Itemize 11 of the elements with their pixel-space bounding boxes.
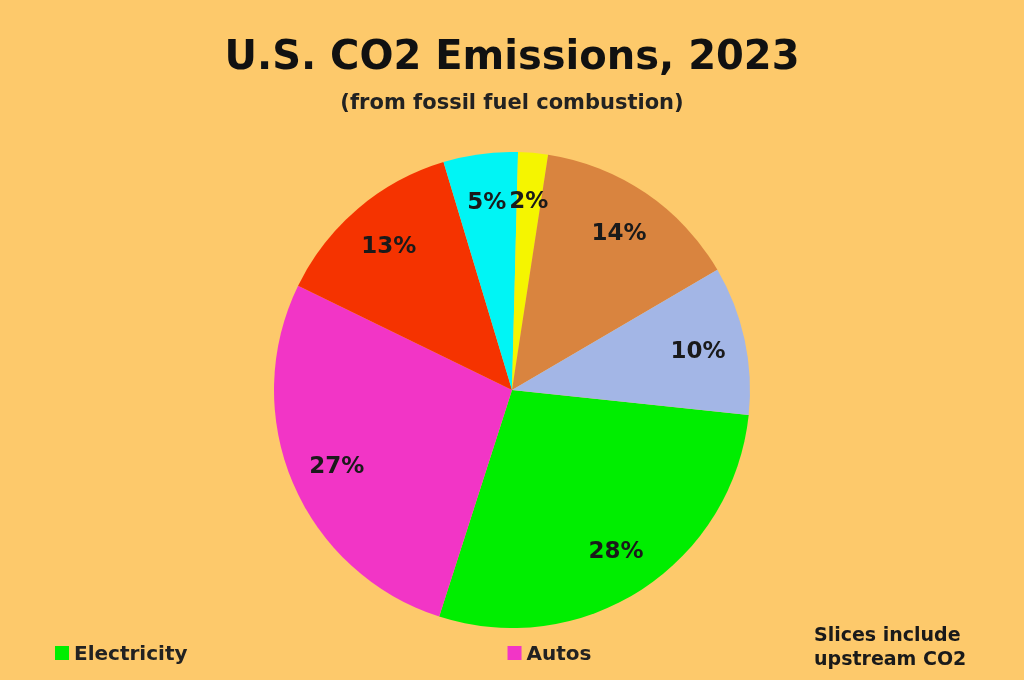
data-label: 5% xyxy=(467,188,507,215)
legend-label: Electricity xyxy=(74,641,188,665)
text: Slices include upstream CO2 xyxy=(814,623,968,669)
chart-subtitle: (from fossil fuel combustion) xyxy=(340,89,684,114)
legend-label: Autos xyxy=(526,641,592,665)
data-label: 27% xyxy=(309,451,365,478)
chart-title: U.S. CO2 Emissions, 2023 xyxy=(224,32,800,78)
data-label: 10% xyxy=(670,336,726,363)
data-label: 14% xyxy=(591,219,647,246)
data-label: 13% xyxy=(361,231,417,258)
data-label: 28% xyxy=(588,536,644,563)
